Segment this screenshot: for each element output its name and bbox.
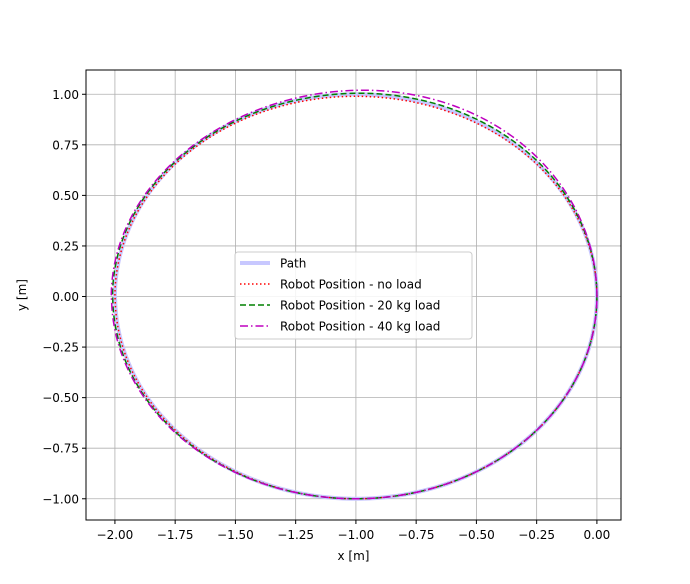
legend-label-1: Robot Position - no load <box>280 278 422 292</box>
x-tick-label: −1.50 <box>217 528 254 542</box>
y-tick-label: 0.00 <box>52 290 79 304</box>
y-tick-label: 1.00 <box>52 88 79 102</box>
axis-ticks: −2.00 −1.75 −1.50 −1.25 −1.00 −0.75 −0.50 −0.25… <box>42 88 610 542</box>
y-tick-label: 0.25 <box>52 239 79 253</box>
legend-box <box>234 251 473 340</box>
x-tick-label: −1.00 <box>338 528 375 542</box>
y-tick-label: −0.75 <box>42 442 79 456</box>
x-tick-label: 0.00 <box>584 528 611 542</box>
y-tick-label: −1.00 <box>42 492 79 506</box>
legend-label-2: Robot Position - 20 kg load <box>280 299 440 313</box>
y-axis-label: y [m] <box>15 279 29 311</box>
x-tick-label: −1.75 <box>157 528 194 542</box>
x-tick-label: −1.25 <box>277 528 314 542</box>
x-tick-label: −0.25 <box>518 528 555 542</box>
legend: Path Robot Position - no load Robot Positi… <box>234 251 473 340</box>
series-line-3 <box>110 89 598 500</box>
y-tick-label: 0.75 <box>52 138 79 152</box>
legend-label-0: Path <box>280 257 306 271</box>
x-tick-label: −0.50 <box>458 528 495 542</box>
y-tick-label: −0.25 <box>42 341 79 355</box>
x-axis-label: x [m] <box>338 549 370 563</box>
legend-label-3: Robot Position - 40 kg load <box>280 320 440 334</box>
y-tick-label: 0.50 <box>52 189 79 203</box>
x-tick-label: −2.00 <box>97 528 134 542</box>
plot-area-frame <box>85 69 622 521</box>
y-tick-label: −0.50 <box>42 391 79 405</box>
series-lines <box>110 89 599 501</box>
x-tick-label: −0.75 <box>398 528 435 542</box>
